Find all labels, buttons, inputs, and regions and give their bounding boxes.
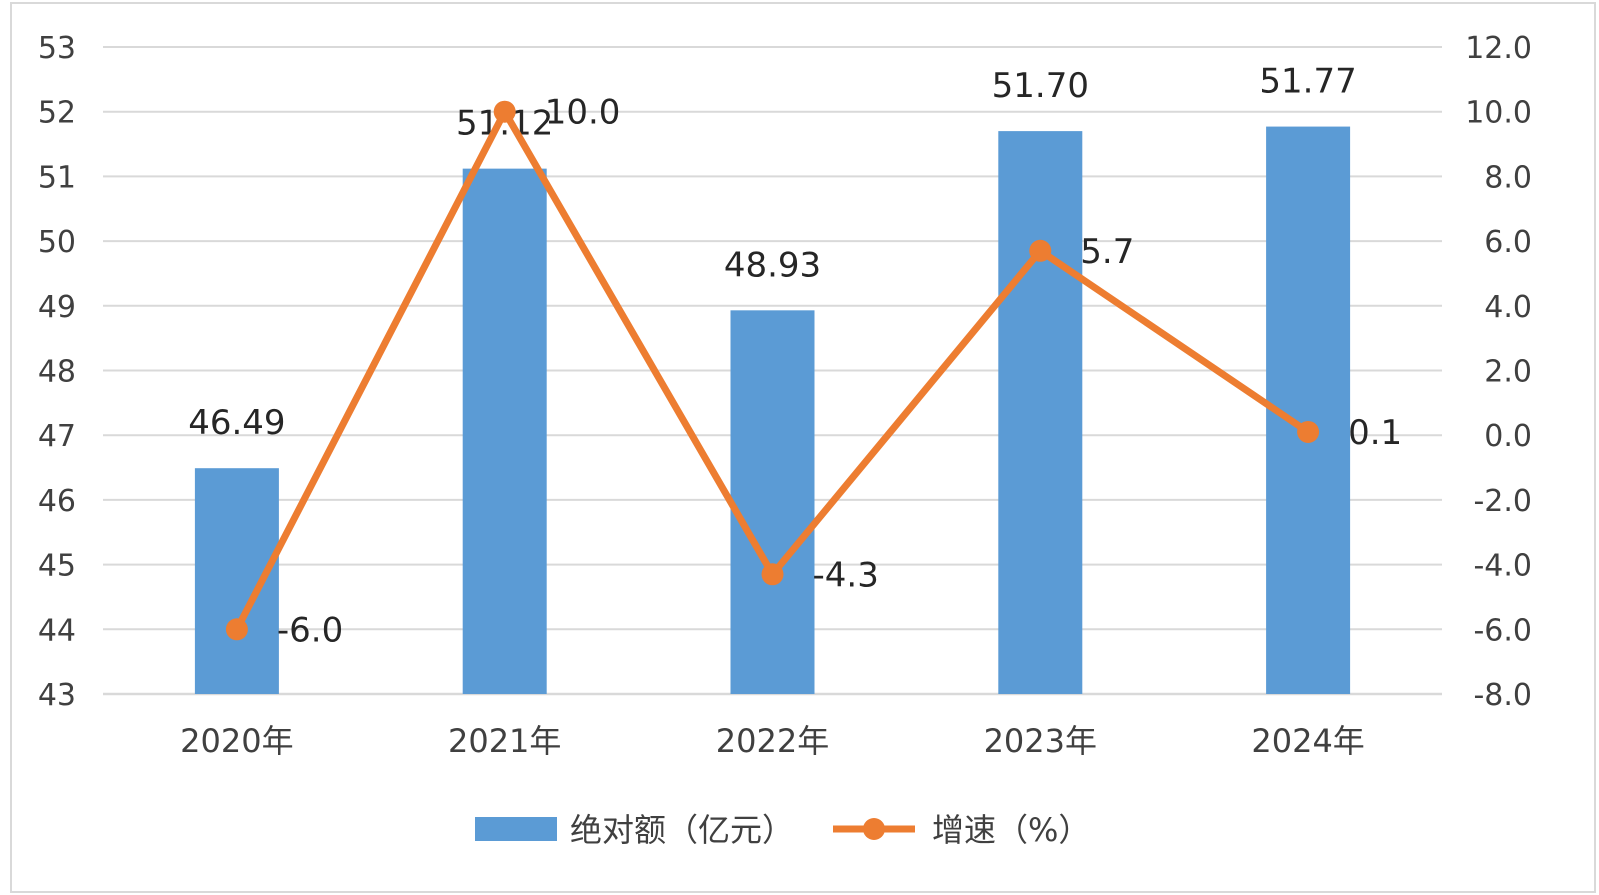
right-tick-label: 10.0 (1465, 96, 1532, 131)
left-tick-label: 45 (38, 549, 76, 584)
category-label: 2020年 (180, 722, 293, 760)
category-label: 2022年 (716, 722, 829, 760)
category-label: 2021年 (448, 722, 561, 760)
legend-line-label: 增速（%） (932, 811, 1090, 849)
line-value-label: 0.1 (1348, 413, 1402, 453)
line-value-label: -6.0 (277, 610, 343, 650)
bar-series (194, 126, 1351, 695)
category-label: 2023年 (984, 722, 1097, 760)
line-value-label: -4.3 (813, 555, 879, 595)
bar (462, 168, 547, 695)
left-tick-label: 49 (38, 290, 76, 325)
right-tick-label: -6.0 (1473, 613, 1532, 648)
left-tick-label: 50 (38, 225, 76, 260)
bar-value-label: 48.93 (724, 245, 821, 285)
right-axis-ticks: -8.0 -6.0 -4.0 -2.0 0.0 2.0 4.0 6.0 8.0 10.0 12.0 (1465, 31, 1532, 713)
line-marker (761, 563, 784, 586)
right-tick-label: -4.0 (1473, 549, 1532, 584)
right-tick-label: 2.0 (1484, 355, 1532, 390)
left-tick-label: 46 (38, 484, 76, 519)
left-axis-ticks: 43 44 45 46 47 48 49 50 51 52 53 (38, 31, 76, 713)
line-series (225, 100, 1320, 641)
category-label: 2024年 (1251, 722, 1364, 760)
left-tick-label: 48 (38, 355, 76, 390)
right-tick-label: 6.0 (1484, 225, 1532, 260)
right-tick-label: 12.0 (1465, 31, 1532, 66)
left-tick-label: 51 (38, 160, 76, 195)
right-tick-label: -2.0 (1473, 484, 1532, 519)
right-tick-label: 4.0 (1484, 290, 1532, 325)
line-data-labels: -6.0 10.0 -4.3 5.7 0.1 (277, 93, 1402, 651)
line-marker (225, 618, 248, 641)
left-tick-label: 43 (38, 678, 76, 713)
left-tick-label: 44 (38, 613, 76, 648)
bar (730, 310, 815, 694)
legend-bar-swatch (475, 817, 557, 841)
right-tick-label: 8.0 (1484, 160, 1532, 195)
left-tick-label: 52 (38, 96, 76, 131)
bar-value-label: 51.77 (1259, 62, 1356, 102)
right-tick-label: -8.0 (1473, 678, 1532, 713)
line-marker (1297, 420, 1320, 443)
line-marker (493, 100, 516, 123)
bar-value-label: 46.49 (188, 403, 285, 443)
category-axis-labels: 2020年 2021年 2022年 2023年 2024年 (180, 722, 1365, 760)
legend-bar-label: 绝对额（亿元） (570, 811, 794, 849)
left-tick-label: 47 (38, 419, 76, 454)
legend: 绝对额（亿元） 增速（%） (475, 811, 1090, 849)
right-tick-label: 0.0 (1484, 419, 1532, 454)
line-value-label: 10.0 (545, 93, 621, 133)
line-marker (1029, 239, 1052, 262)
bar (998, 131, 1083, 695)
left-tick-label: 53 (38, 31, 76, 66)
bar (194, 468, 279, 694)
line-value-label: 5.7 (1080, 232, 1134, 272)
bar-value-label: 51.70 (992, 66, 1089, 106)
legend-line-marker (863, 818, 885, 840)
